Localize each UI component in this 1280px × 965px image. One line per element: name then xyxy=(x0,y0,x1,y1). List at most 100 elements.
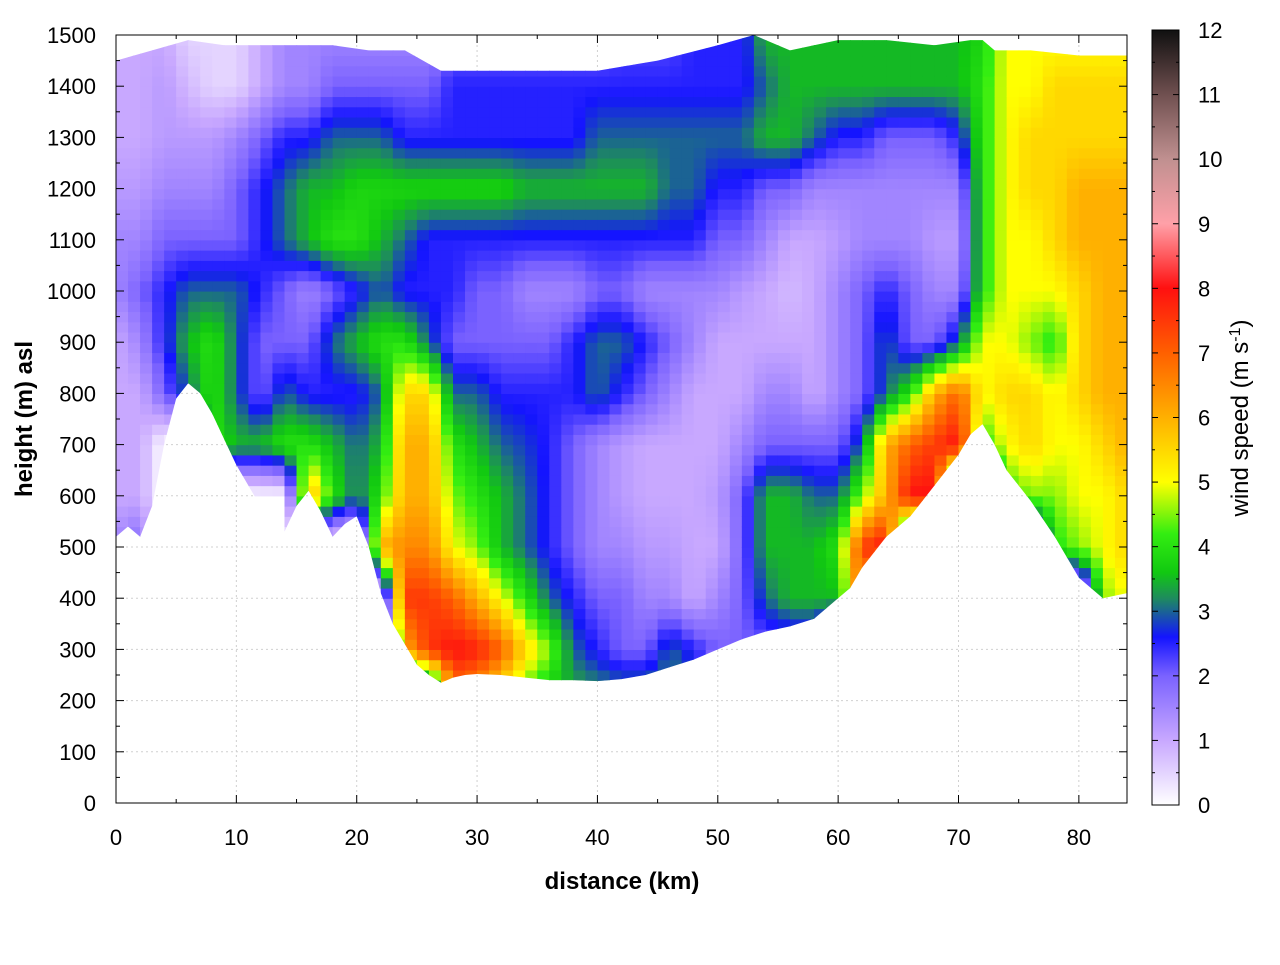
field-cell xyxy=(658,465,671,476)
field-cell xyxy=(501,117,514,128)
field-cell xyxy=(405,363,418,374)
field-cell xyxy=(453,527,466,538)
field-cell xyxy=(585,158,598,169)
field-cell xyxy=(802,158,815,169)
field-cell xyxy=(658,516,671,527)
field-cell xyxy=(176,158,189,169)
field-cell xyxy=(116,404,129,415)
field-cell xyxy=(694,352,707,363)
field-cell xyxy=(742,578,755,589)
field-cell xyxy=(886,311,899,322)
field-cell xyxy=(694,199,707,210)
field-cell xyxy=(670,506,683,517)
field-cell xyxy=(934,199,947,210)
field-cell xyxy=(381,209,394,220)
field-cell xyxy=(682,291,695,302)
field-cell xyxy=(983,271,996,282)
field-cell xyxy=(489,424,502,435)
field-cell xyxy=(874,271,887,282)
field-cell xyxy=(417,189,430,200)
field-cell xyxy=(393,373,406,384)
field-cell xyxy=(369,209,382,220)
field-cell xyxy=(910,404,923,415)
field-cell xyxy=(537,516,550,527)
field-cell xyxy=(730,496,743,507)
field-cell xyxy=(718,619,731,630)
field-cell xyxy=(272,117,285,128)
field-cell xyxy=(778,66,791,77)
field-cell xyxy=(826,117,839,128)
field-cell xyxy=(260,332,273,343)
field-cell xyxy=(453,117,466,128)
field-cell xyxy=(730,322,743,333)
field-cell xyxy=(405,96,418,107)
field-cell xyxy=(417,639,430,650)
field-cell xyxy=(995,424,1008,435)
field-cell xyxy=(754,393,767,404)
field-cell xyxy=(874,209,887,220)
field-cell xyxy=(778,332,791,343)
field-cell xyxy=(959,383,972,394)
field-cell xyxy=(754,516,767,527)
field-cell xyxy=(405,527,418,538)
field-cell xyxy=(513,363,526,374)
field-cell xyxy=(597,516,610,527)
field-cell xyxy=(742,260,755,271)
field-cell xyxy=(573,271,586,282)
field-cell xyxy=(790,301,803,312)
field-cell xyxy=(549,475,562,486)
field-cell xyxy=(212,230,225,241)
field-cell xyxy=(297,240,310,251)
field-cell xyxy=(778,189,791,200)
field-cell xyxy=(128,178,141,189)
field-cell xyxy=(537,414,550,425)
field-cell xyxy=(634,137,647,148)
field-cell xyxy=(766,578,779,589)
field-cell xyxy=(995,127,1008,138)
field-cell xyxy=(357,383,370,394)
field-cell xyxy=(381,311,394,322)
field-cell xyxy=(345,465,358,476)
field-cell xyxy=(971,127,984,138)
field-cell xyxy=(188,311,201,322)
field-cell xyxy=(597,240,610,251)
field-cell xyxy=(682,373,695,384)
field-cell xyxy=(429,393,442,404)
field-cell xyxy=(585,434,598,445)
field-cell xyxy=(489,209,502,220)
field-cell xyxy=(176,342,189,353)
field-cell xyxy=(393,301,406,312)
field-cell xyxy=(393,578,406,589)
field-cell xyxy=(381,158,394,169)
field-cell xyxy=(754,137,767,148)
field-cell xyxy=(381,281,394,292)
field-cell xyxy=(224,414,237,425)
field-cell xyxy=(646,66,659,77)
field-cell xyxy=(609,434,622,445)
field-cell xyxy=(826,465,839,476)
field-cell xyxy=(898,445,911,456)
field-cell xyxy=(369,55,382,66)
field-cell xyxy=(634,168,647,179)
field-cell xyxy=(934,260,947,271)
field-cell xyxy=(248,465,261,476)
field-cell xyxy=(345,96,358,107)
field-cell xyxy=(886,230,899,241)
field-cell xyxy=(946,127,959,138)
field-cell xyxy=(658,322,671,333)
field-cell xyxy=(561,230,574,241)
field-cell xyxy=(862,271,875,282)
field-cell xyxy=(549,506,562,517)
field-cell xyxy=(285,250,298,261)
field-cell xyxy=(971,158,984,169)
field-cell xyxy=(453,557,466,568)
field-cell xyxy=(622,96,635,107)
field-cell xyxy=(922,311,935,322)
field-cell xyxy=(658,588,671,599)
field-cell xyxy=(1007,209,1020,220)
field-cell xyxy=(477,342,490,353)
field-cell xyxy=(609,209,622,220)
field-cell xyxy=(706,240,719,251)
field-cell xyxy=(525,250,538,261)
field-cell xyxy=(164,199,177,210)
